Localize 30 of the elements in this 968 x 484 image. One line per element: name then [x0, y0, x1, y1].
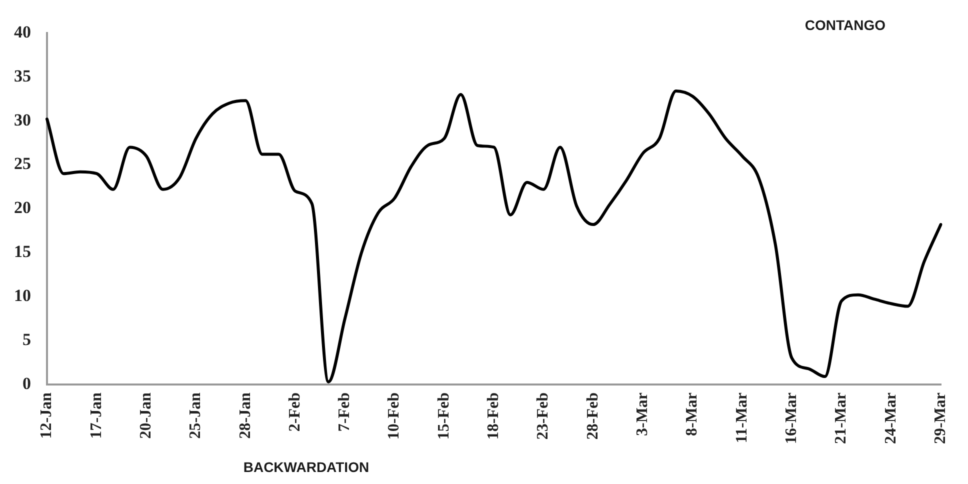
text: BACKWARDATION	[243, 458, 370, 475]
x-tick-label: 16-Mar	[782, 392, 800, 444]
x-tick-label: 20-Jan	[137, 392, 154, 439]
x-tick-label: 8-Mar	[684, 392, 701, 436]
y-tick-label: 30	[14, 110, 31, 130]
y-tick-label: 20	[14, 198, 31, 218]
x-tick-label: 10-Feb	[386, 392, 403, 440]
annotation: CONTANGO	[804, 16, 886, 33]
y-tick-label: 5	[22, 330, 31, 349]
x-tick-label: 28-Jan	[236, 392, 254, 439]
x-tick-label: 12-Jan	[38, 392, 56, 439]
x-tick-label: 24-Mar	[882, 392, 900, 444]
y-tick-label: 25	[14, 154, 31, 174]
x-tick-label: 11-Mar	[733, 392, 750, 444]
x-tick-label: 15-Feb	[435, 392, 452, 440]
x-tick-label: 28-Feb	[584, 392, 602, 440]
x-tick-label: 18-Feb	[485, 392, 502, 440]
y-tick-label: 35	[14, 66, 31, 86]
y-tick-label: 15	[14, 242, 31, 262]
x-tick-label: 29-Mar	[932, 392, 949, 444]
x-tick-label: 25-Jan	[187, 392, 204, 439]
x-tick-label: 23-Feb	[534, 392, 552, 440]
x-tick-label: 2-Feb	[286, 392, 304, 432]
x-tick-label: 21-Mar	[832, 392, 850, 444]
y-tick-label: 10	[14, 286, 31, 305]
x-tick-label: 7-Feb	[336, 392, 354, 432]
x-tick-label: 17-Jan	[88, 392, 105, 439]
y-tick-label: 40	[14, 22, 31, 42]
y-tick-label: 0	[22, 374, 31, 393]
x-tick-label: 3-Mar	[634, 392, 652, 436]
